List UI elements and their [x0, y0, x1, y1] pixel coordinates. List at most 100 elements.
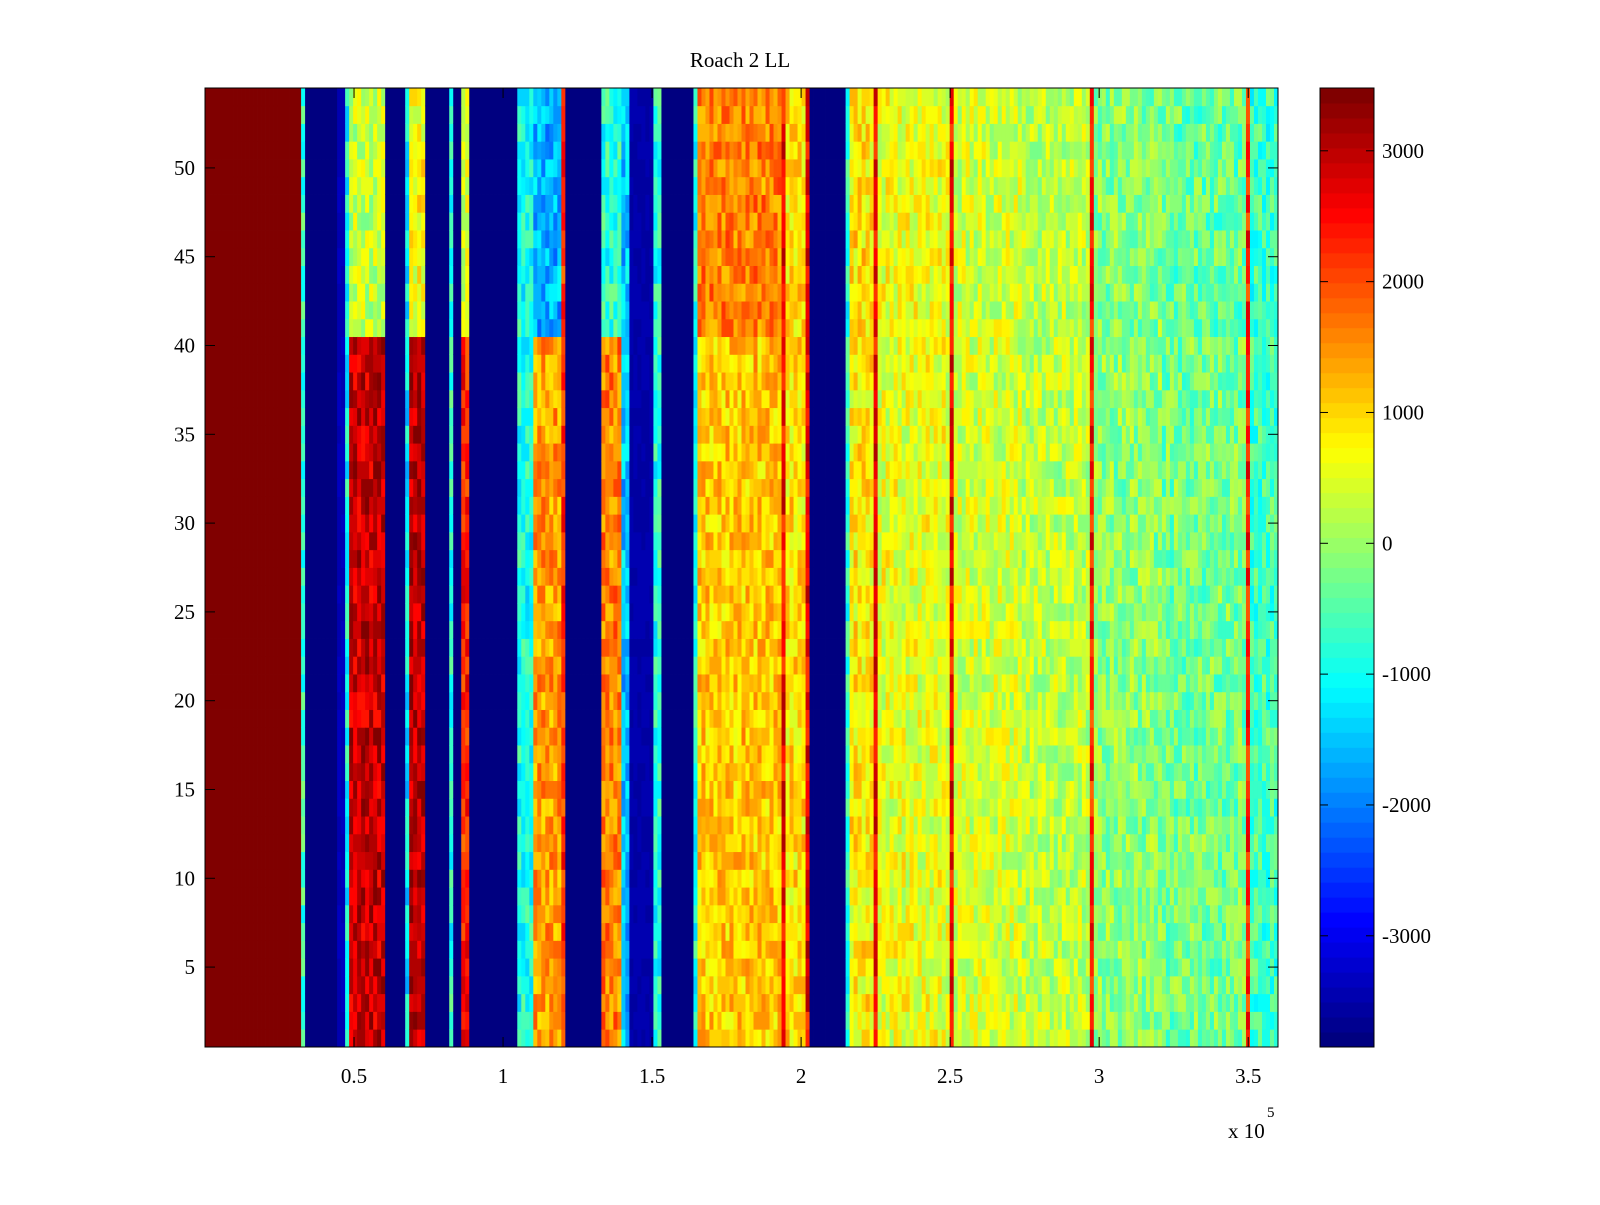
- heatmap-cell: [337, 1029, 342, 1048]
- heatmap-cell: [305, 283, 310, 302]
- heatmap-cell: [545, 940, 550, 959]
- heatmap-cell: [413, 159, 418, 178]
- heatmap-cell: [445, 780, 450, 799]
- heatmap-cell: [333, 549, 338, 568]
- heatmap-cell: [285, 354, 290, 373]
- heatmap-cell: [509, 904, 514, 924]
- heatmap-cell: [561, 212, 566, 231]
- heatmap-cell: [253, 958, 258, 977]
- heatmap-cell: [237, 745, 242, 764]
- heatmap-cell: [269, 549, 274, 568]
- heatmap-cell: [205, 407, 210, 426]
- heatmap-cell: [305, 105, 310, 124]
- heatmap-cell: [441, 638, 446, 657]
- heatmap-cell: [413, 958, 418, 977]
- heatmap-cell: [345, 123, 350, 142]
- heatmap-cell: [409, 958, 414, 977]
- heatmap-cell: [517, 460, 522, 480]
- heatmap-cell: [445, 301, 450, 320]
- heatmap-cell: [321, 407, 326, 426]
- heatmap-cell: [401, 265, 406, 284]
- heatmap-cell: [485, 212, 490, 231]
- heatmap-cell: [225, 212, 230, 231]
- heatmap-cell: [473, 851, 478, 870]
- heatmap-cell: [341, 531, 346, 551]
- heatmap-cell: [461, 975, 466, 995]
- heatmap-cell: [525, 88, 530, 107]
- heatmap-cell: [537, 141, 542, 160]
- heatmap-cell: [361, 176, 366, 195]
- heatmap-cell: [381, 958, 386, 977]
- heatmap-cell: [369, 318, 374, 338]
- heatmap-cell: [505, 88, 510, 107]
- heatmap-cell: [261, 620, 266, 639]
- heatmap-cell: [325, 389, 330, 409]
- heatmap-cell: [461, 674, 466, 693]
- heatmap-cell: [477, 691, 482, 710]
- heatmap-cell: [449, 727, 454, 746]
- heatmap-cell: [369, 301, 374, 320]
- heatmap-cell: [405, 123, 410, 142]
- heatmap-cell: [445, 88, 450, 107]
- heatmap-cell: [513, 425, 518, 444]
- heatmap-cell: [377, 869, 382, 888]
- heatmap-cell: [485, 283, 490, 302]
- heatmap-cell: [433, 141, 438, 160]
- heatmap-cell: [217, 762, 222, 782]
- heatmap-cell: [525, 372, 530, 391]
- heatmap-cell: [317, 833, 322, 853]
- heatmap-cell: [561, 780, 566, 799]
- heatmap-cell: [361, 638, 366, 657]
- heatmap-cell: [281, 301, 286, 320]
- heatmap-cell: [205, 496, 210, 515]
- heatmap-cell: [229, 372, 234, 391]
- heatmap-cell: [305, 940, 310, 959]
- heatmap-cell: [221, 389, 226, 409]
- heatmap-cell: [269, 833, 274, 853]
- heatmap-cell: [209, 176, 214, 195]
- heatmap-cell: [441, 354, 446, 373]
- heatmap-cell: [289, 301, 294, 320]
- heatmap-cell: [457, 514, 462, 533]
- heatmap-cell: [381, 816, 386, 835]
- heatmap-cell: [553, 496, 558, 515]
- heatmap-cell: [529, 478, 534, 497]
- heatmap-cell: [509, 212, 514, 231]
- heatmap-cell: [461, 833, 466, 853]
- heatmap-cell: [285, 105, 290, 124]
- heatmap-cell: [533, 585, 538, 604]
- heatmap-cell: [477, 638, 482, 657]
- heatmap-cell: [517, 869, 522, 888]
- heatmap-cell: [461, 105, 466, 124]
- heatmap-cell: [453, 389, 458, 409]
- heatmap-cell: [429, 1029, 434, 1048]
- heatmap-cell: [221, 887, 226, 906]
- heatmap-cell: [277, 194, 282, 213]
- heatmap-cell: [241, 674, 246, 693]
- heatmap-cell: [421, 549, 426, 568]
- heatmap-cell: [273, 816, 278, 835]
- heatmap-cell: [317, 674, 322, 693]
- heatmap-cell: [433, 372, 438, 391]
- heatmap-cell: [501, 194, 506, 213]
- heatmap-cell: [413, 762, 418, 782]
- heatmap-cell: [541, 603, 546, 622]
- heatmap-cell: [473, 514, 478, 533]
- heatmap-cell: [321, 940, 326, 959]
- heatmap-cell: [245, 656, 250, 675]
- heatmap-cell: [265, 88, 270, 107]
- heatmap-cell: [409, 496, 414, 515]
- heatmap-cell: [413, 727, 418, 746]
- heatmap-cell: [373, 851, 378, 870]
- heatmap-cell: [429, 620, 434, 639]
- heatmap-cell: [205, 816, 210, 835]
- heatmap-cell: [333, 567, 338, 586]
- heatmap-cell: [569, 975, 574, 995]
- heatmap-cell: [225, 549, 230, 568]
- heatmap-cell: [497, 904, 502, 924]
- heatmap-cell: [417, 425, 422, 444]
- heatmap-cell: [309, 904, 314, 924]
- heatmap-cell: [397, 762, 402, 782]
- heatmap-cell: [269, 745, 274, 764]
- heatmap-cell: [449, 141, 454, 160]
